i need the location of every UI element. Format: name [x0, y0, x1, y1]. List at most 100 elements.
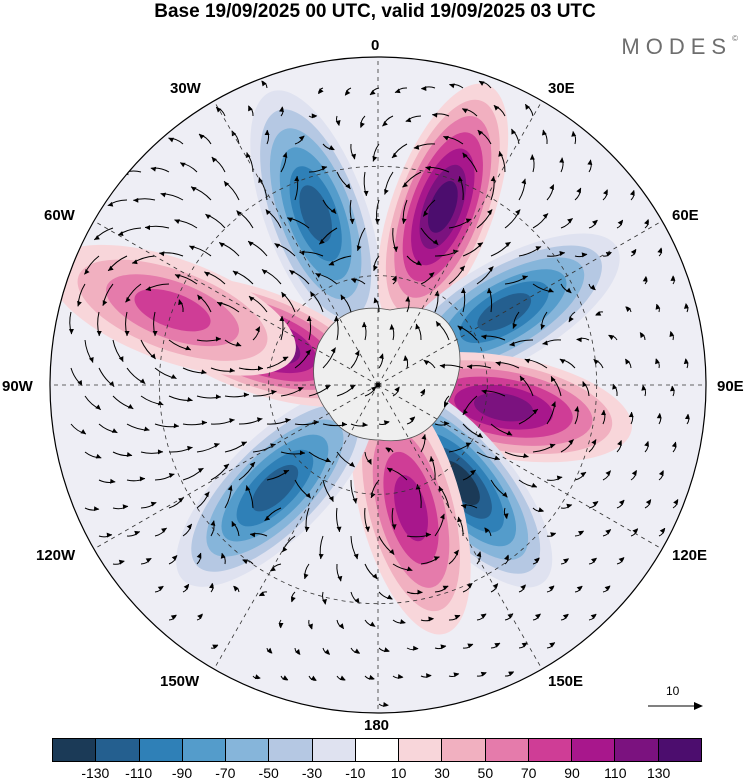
- colorbar-swatch: [355, 739, 400, 761]
- wind-vector-arrowhead: [457, 516, 462, 523]
- wind-vector: [672, 441, 677, 453]
- wind-vector-arrowhead: [612, 384, 617, 390]
- wind-vector: [602, 529, 612, 537]
- map-border: [49, 56, 707, 714]
- wind-vector-arrowhead: [531, 482, 537, 488]
- wind-vector-arrowhead: [571, 131, 577, 137]
- wind-vector-arrowhead: [461, 503, 467, 509]
- wind-vector-arrowhead: [256, 417, 263, 423]
- wind-vector-arrowhead: [481, 389, 487, 395]
- wind-vector-arrowhead: [568, 439, 574, 445]
- wind-vector-arrowhead: [392, 152, 398, 158]
- wind-vector: [644, 499, 652, 509]
- wind-vector-arrowhead: [443, 135, 449, 141]
- wind-vector-arrowhead: [608, 335, 615, 340]
- wind-vector-arrowhead: [95, 453, 102, 459]
- wind-vector-arrowhead: [502, 491, 508, 498]
- wind-vector: [350, 647, 360, 654]
- positive-anomaly-contour: [473, 392, 534, 422]
- wind-vector-arrowhead: [383, 647, 390, 653]
- wind-vector-arrowhead: [95, 404, 101, 410]
- wind-vector-arrowhead: [354, 597, 360, 604]
- wind-vector-arrowhead: [310, 675, 317, 681]
- wind-vector-arrowhead: [551, 376, 556, 382]
- wind-vector-arrowhead: [683, 358, 689, 365]
- wind-vector-arrowhead: [630, 249, 636, 255]
- modes-logo: MODES©: [621, 34, 738, 59]
- wind-vector-arrowhead: [363, 190, 369, 196]
- wind-vector-arrowhead: [549, 642, 555, 648]
- wind-vector: [658, 470, 664, 481]
- wind-vector-arrowhead: [423, 211, 429, 217]
- wind-vector-arrowhead: [524, 358, 531, 364]
- wind-vector-arrowhead: [139, 378, 146, 384]
- wind-vector-arrowhead: [670, 386, 675, 392]
- wind-vector-arrowhead: [487, 209, 493, 215]
- wind-vector-arrowhead: [270, 566, 276, 572]
- wind-vector-arrowhead: [353, 553, 359, 560]
- wind-vector-arrowhead: [559, 157, 565, 163]
- wind-vector-arrowhead: [394, 386, 400, 393]
- wind-vector-arrowhead: [439, 363, 446, 369]
- wind-vector: [420, 674, 432, 678]
- wind-vector-arrowhead: [498, 151, 504, 157]
- wind-vector-arrowhead: [542, 213, 549, 219]
- wind-vector-arrowhead: [305, 492, 311, 499]
- wind-vector-arrowhead: [274, 243, 281, 249]
- wind-vector-arrowhead: [429, 456, 435, 462]
- wind-vector-arrowhead: [656, 413, 662, 419]
- wind-vector-arrowhead: [480, 671, 487, 677]
- wind-vector-arrowhead: [132, 259, 138, 265]
- wind-vector-arrowhead: [625, 306, 631, 313]
- wind-vector-arrowhead: [80, 429, 86, 434]
- wind-vector-arrowhead: [550, 532, 556, 537]
- wind-vector-arrowhead: [84, 268, 90, 275]
- wind-vector-arrowhead: [282, 546, 288, 553]
- wind-vector-arrowhead: [168, 473, 175, 478]
- wind-vector-arrowhead: [645, 499, 651, 505]
- negative-anomaly-contour: [251, 464, 299, 512]
- wind-vector-arrowhead: [383, 420, 390, 426]
- wind-vector-arrowhead: [328, 496, 334, 502]
- wind-vector-arrowhead: [582, 381, 587, 388]
- wind-vector-arrowhead: [415, 323, 421, 330]
- meridian-line: [377, 384, 663, 550]
- wind-vector-arrowhead: [587, 159, 593, 166]
- lon-label-60w: 60W: [44, 207, 75, 224]
- wind-vector-arrowhead: [133, 197, 139, 203]
- wind-vector-arrowhead: [354, 350, 360, 356]
- wind-vector-arrowhead: [416, 260, 422, 266]
- wind-vector-arrowhead: [425, 165, 431, 171]
- wind-vector-arrowhead: [576, 187, 581, 194]
- wind-vector-arrowhead: [279, 316, 285, 322]
- colorbar-tick-label: 70: [520, 765, 537, 781]
- colorbar-ticks: -130 -110 -90 -70 -50 -30 -10 10 30 50 70 90 110 130: [52, 763, 702, 783]
- wind-vector-arrowhead: [595, 311, 602, 316]
- wind-vector: [574, 530, 585, 537]
- wind-vector-arrowhead: [339, 675, 346, 681]
- wind-vector-arrowhead: [352, 498, 358, 504]
- wind-vector-arrowhead: [642, 276, 648, 282]
- wind-vector-arrowhead: [508, 671, 514, 677]
- wind-vector-arrowhead: [311, 113, 317, 119]
- wind-vector-arrowhead: [145, 225, 151, 231]
- wind-vector-arrowhead: [201, 369, 207, 375]
- wind-vector-arrowhead: [658, 470, 664, 476]
- colorbar-swatch: [312, 739, 356, 761]
- wind-vector-arrowhead: [457, 176, 463, 182]
- wind-vector-arrowhead: [384, 188, 389, 195]
- wind-vector-arrowhead: [236, 210, 242, 216]
- wind-vector-arrowhead: [249, 462, 255, 468]
- wind-vector-arrowhead: [250, 532, 256, 538]
- wind-vector-arrowhead: [397, 674, 404, 680]
- colorbar-tick-label: -70: [215, 765, 236, 781]
- wind-vector-arrowhead: [159, 251, 165, 257]
- wind-vector-arrowhead: [197, 468, 204, 473]
- meridian-line: [93, 384, 379, 550]
- wind-vector-arrowhead: [659, 528, 665, 534]
- wind-vector-arrowhead: [107, 201, 114, 207]
- wind-vector-arrowhead: [365, 526, 371, 532]
- wind-vector-arrowhead: [106, 532, 112, 538]
- wind-vector-arrowhead: [378, 353, 384, 360]
- wind-vector-arrowhead: [521, 178, 527, 185]
